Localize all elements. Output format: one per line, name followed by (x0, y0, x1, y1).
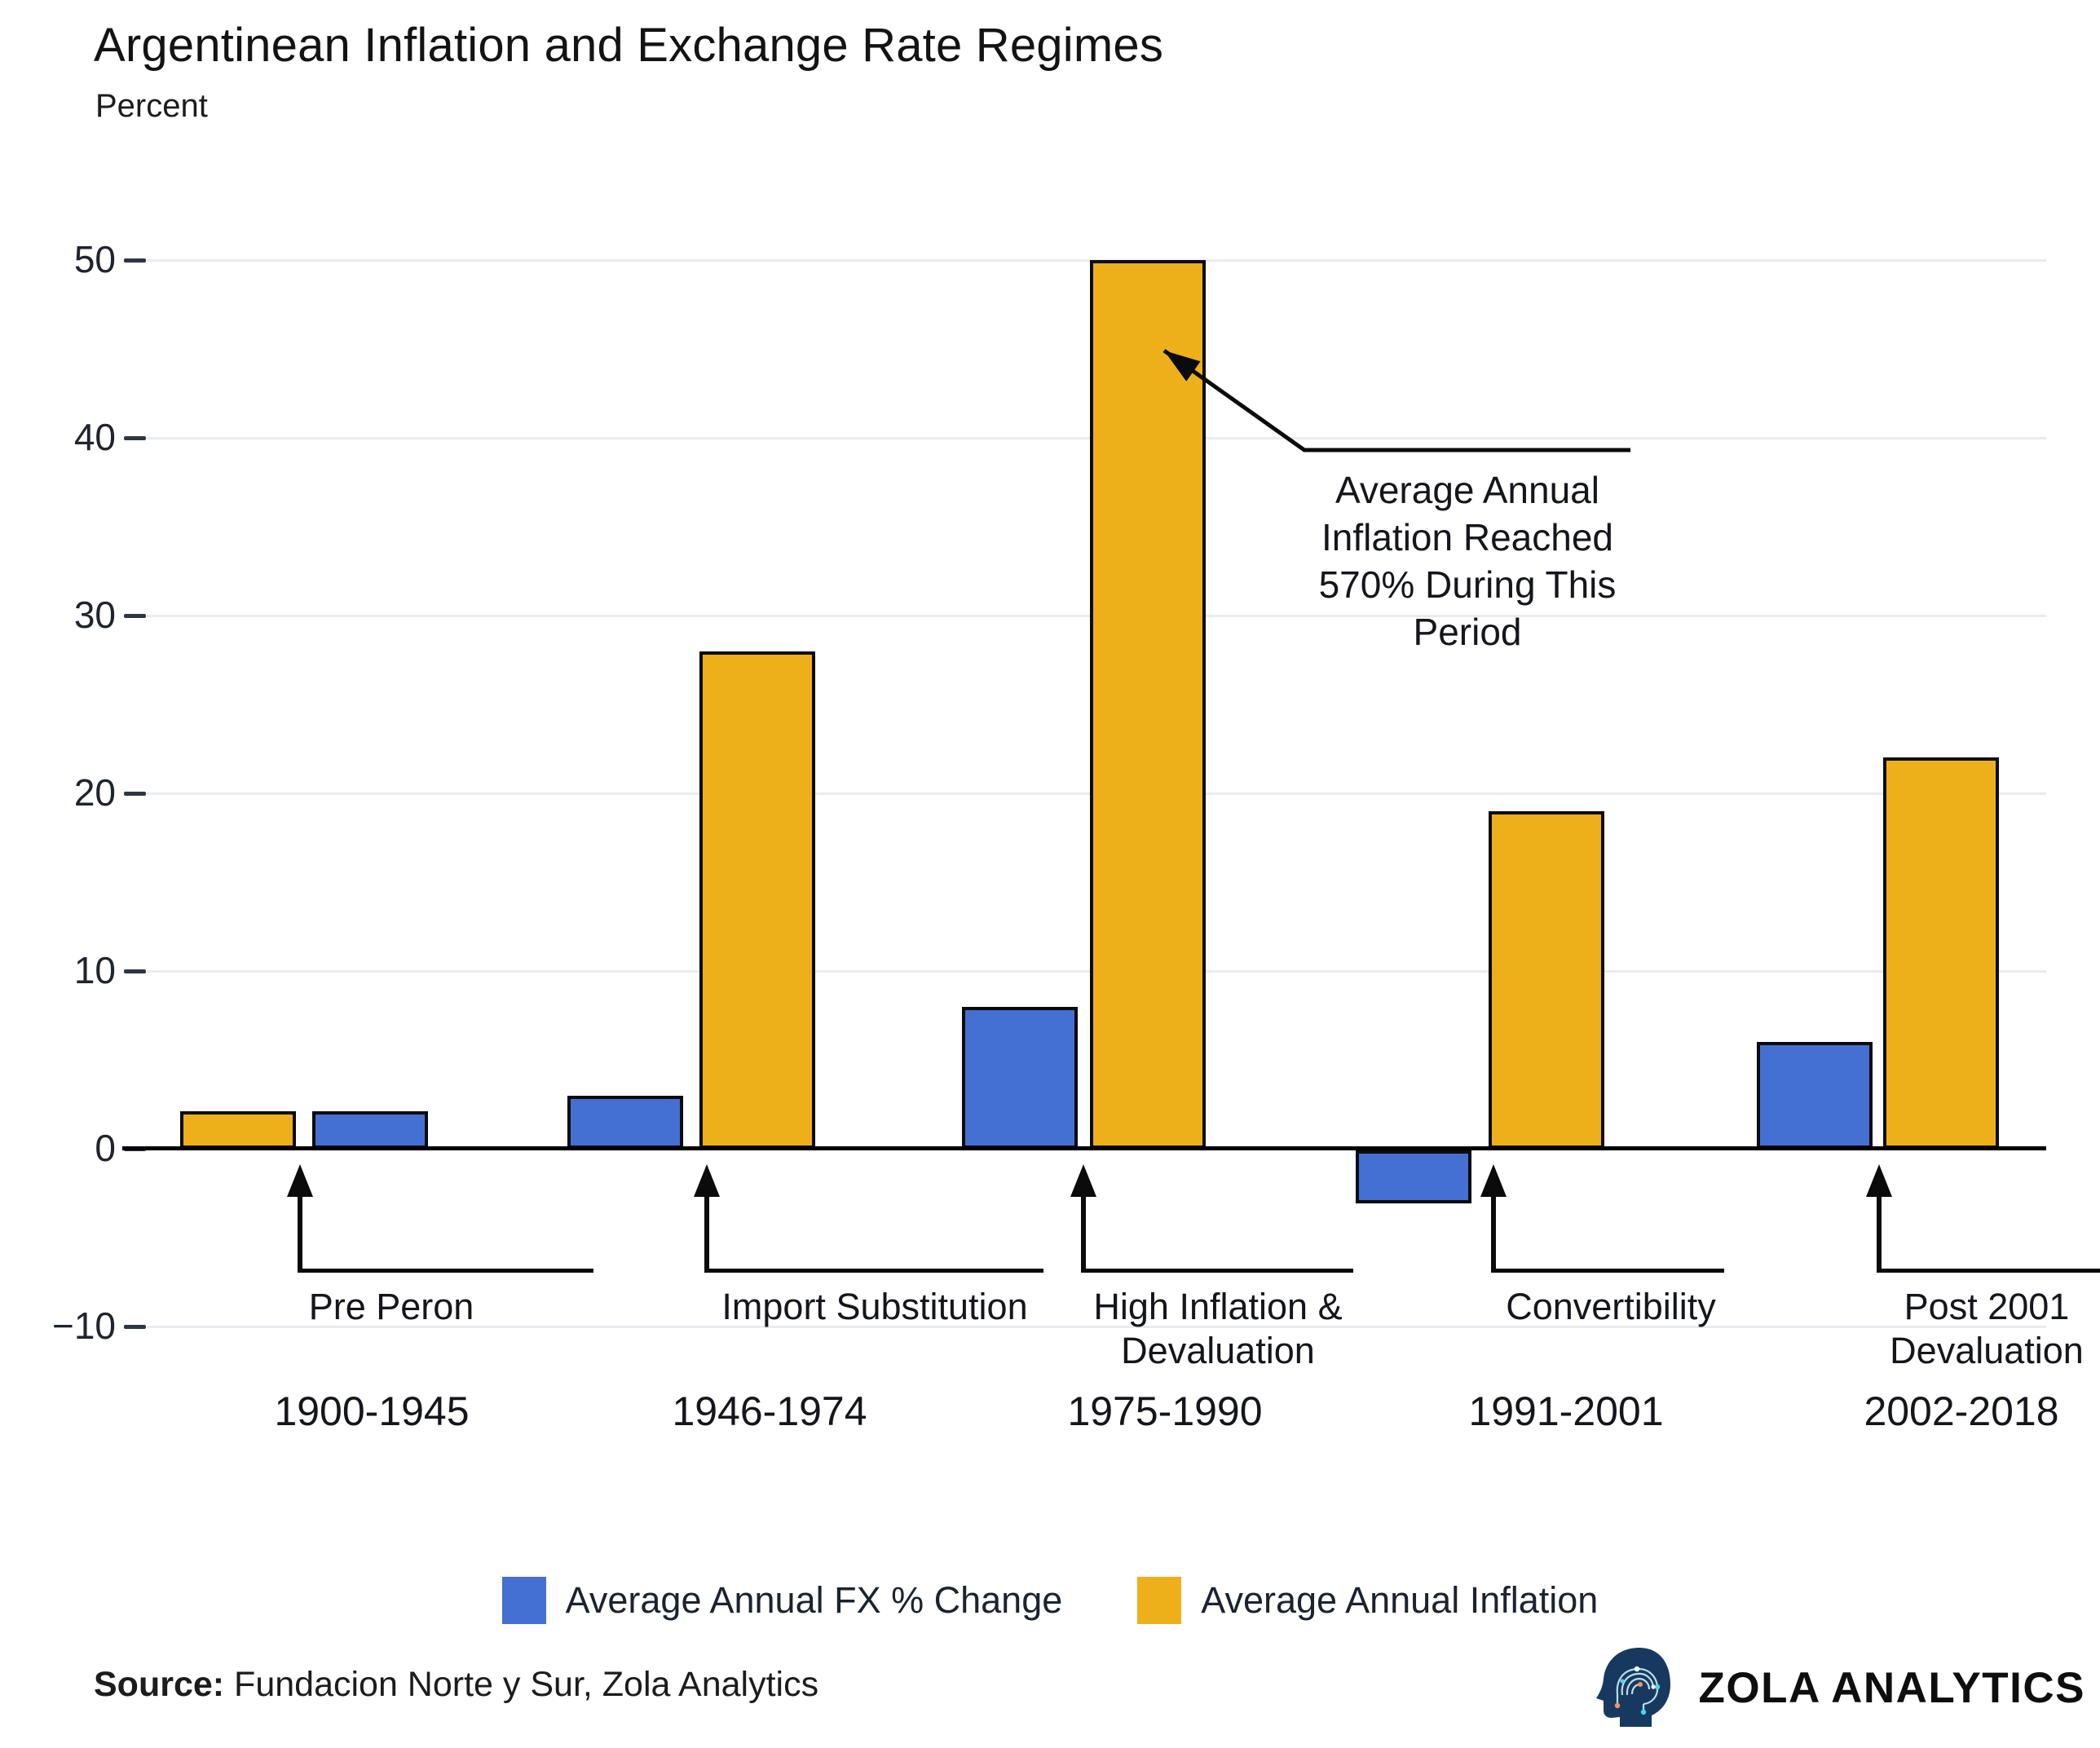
category-label-1975-1990: 1975-1990 (1067, 1388, 1263, 1434)
bar-inflation-1975-1990 (1090, 260, 1206, 1149)
callout-line: 570% During This (1318, 563, 1617, 606)
fx-swatch-icon (501, 1577, 546, 1624)
bar-fx-1991-2001 (1356, 1150, 1471, 1204)
y-tick-label: 0 (95, 1127, 116, 1169)
bar-inflation-1991-2001 (1489, 810, 1604, 1149)
regime-label: High Inflation & Devaluation (990, 1285, 1446, 1373)
inflation-callout: Average Annual Inflation Reached 570% Duri… (1239, 466, 1696, 656)
bar-fx-2002-2018 (1757, 1042, 1873, 1149)
regime-label-line: Convertibility (1506, 1286, 1716, 1327)
y-tick-−10 (124, 1325, 146, 1329)
regime-label: Import Substitution (646, 1285, 1103, 1329)
regime-annotation-line (704, 1269, 1043, 1273)
y-tick-label: 50 (73, 238, 116, 280)
regime-arrow-up-icon (287, 1164, 313, 1197)
gridline-−10 (147, 1326, 2046, 1328)
regime-label-line: Post 2001 (1904, 1286, 2070, 1327)
regime-annotation-line (1877, 1269, 2100, 1273)
y-axis-units-label: Percent (95, 88, 208, 124)
regime-label-line: Devaluation (1890, 1330, 2084, 1371)
regime-label-line: Pre Peron (308, 1286, 474, 1327)
callout-line: Period (1413, 611, 1522, 653)
regime-arrow-stem (704, 1192, 709, 1269)
y-tick-10 (124, 969, 146, 973)
regime-annotation-line (1491, 1269, 1724, 1273)
y-tick-label: 40 (73, 416, 116, 458)
regime-label-line: Devaluation (1121, 1330, 1315, 1371)
regime-arrow-up-icon (1866, 1164, 1892, 1197)
legend-label-fx: Average Annual FX % Change (565, 1579, 1063, 1621)
y-tick-label: 10 (73, 949, 116, 991)
brand-logo: ZOLA ANALYTICS (1593, 1645, 2085, 1730)
callout-line: Inflation Reached (1321, 516, 1614, 558)
source-text: Fundacion Norte y Sur, Zola Analytics (224, 1665, 819, 1704)
regime-arrow-stem (1491, 1192, 1496, 1269)
regime-arrow-up-icon (694, 1164, 720, 1197)
category-label-2002-2018: 2002-2018 (1864, 1388, 2059, 1434)
y-tick-20 (124, 792, 146, 796)
category-label-1946-1974: 1946-1974 (672, 1388, 867, 1434)
inflation-swatch-icon (1137, 1577, 1182, 1624)
regime-label-line: Import Substitution (721, 1286, 1028, 1327)
circuit-head-icon (1595, 1648, 1670, 1727)
regime-label-line: High Inflation & (1093, 1286, 1343, 1327)
bar-inflation-2002-2018 (1883, 757, 1999, 1149)
legend-label-inflation: Average Annual Inflation (1201, 1579, 1599, 1621)
category-label-1991-2001: 1991-2001 (1468, 1388, 1664, 1434)
callout-line: Average Annual (1335, 469, 1599, 511)
x-axis-line (122, 1146, 2046, 1150)
regime-label: Post 2001 Devaluation (1758, 1285, 2100, 1373)
legend-item-inflation: Average Annual Inflation (1137, 1577, 1598, 1624)
regime-label: Pre Peron (163, 1285, 620, 1329)
regime-arrow-stem (298, 1192, 302, 1269)
legend-item-fx: Average Annual FX % Change (501, 1577, 1063, 1624)
regime-arrow-up-icon (1070, 1164, 1096, 1197)
regime-arrow-stem (1877, 1192, 1882, 1269)
regime-annotation-line (298, 1269, 593, 1273)
brand-name: ZOLA ANALYTICS (1698, 1663, 2085, 1712)
y-tick-label: 30 (73, 594, 116, 636)
source-line: Source: Fundacion Norte y Sur, Zola Anal… (94, 1665, 818, 1705)
y-tick-30 (124, 614, 146, 618)
legend: Average Annual FX % Change Average Annua… (0, 1577, 2100, 1624)
regime-label: Convertibility (1383, 1285, 1839, 1329)
chart-title: Argentinean Inflation and Exchange Rate … (94, 19, 1164, 72)
regime-arrow-stem (1081, 1192, 1086, 1269)
y-tick-label: −10 (51, 1304, 116, 1347)
regime-arrow-up-icon (1480, 1164, 1507, 1197)
y-tick-40 (124, 436, 146, 440)
bar-fx-1975-1990 (962, 1006, 1078, 1149)
bar-inflation-1946-1974 (699, 651, 815, 1149)
category-label-1900-1945: 1900-1945 (274, 1388, 470, 1434)
y-tick-50 (124, 258, 146, 263)
source-label: Source: (94, 1665, 225, 1704)
y-tick-label: 20 (73, 771, 116, 814)
bar-inflation-1900-1945 (180, 1111, 296, 1149)
regime-annotation-line (1081, 1269, 1353, 1273)
